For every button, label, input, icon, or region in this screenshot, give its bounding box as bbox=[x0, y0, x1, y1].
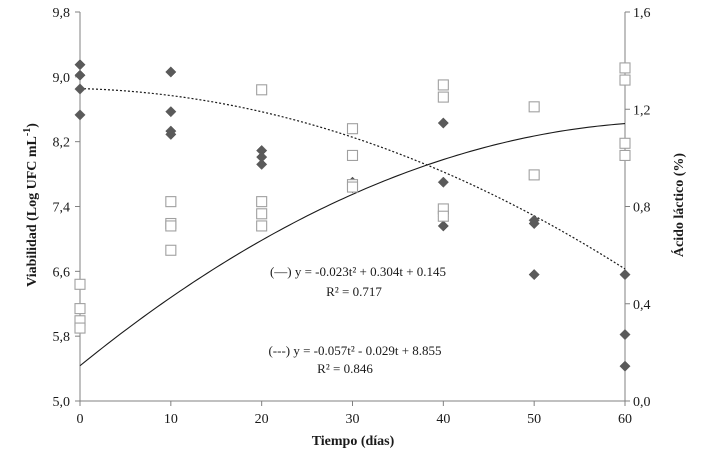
lactic-acid-point bbox=[528, 169, 540, 181]
viability-point bbox=[437, 117, 449, 129]
lactic-acid-point bbox=[619, 62, 631, 74]
viability-point bbox=[619, 328, 631, 341]
lactic-acid-point bbox=[74, 303, 86, 315]
lactic-acid-point bbox=[256, 220, 268, 232]
viability-point bbox=[256, 158, 268, 170]
viability-point bbox=[619, 360, 631, 372]
viability-point bbox=[74, 83, 86, 95]
y-left-axis-title: Viabilidad (Log UFC mL-1) bbox=[22, 123, 40, 287]
viability-point bbox=[165, 106, 177, 118]
y-left-tick-label: 6,6 bbox=[53, 265, 71, 280]
x-tick-label: 60 bbox=[618, 412, 632, 427]
viability-point bbox=[74, 109, 86, 121]
viability-point bbox=[528, 217, 540, 230]
y-left-axis-title-sup: -1 bbox=[22, 128, 33, 136]
viability-point bbox=[437, 176, 449, 188]
viability-point bbox=[437, 220, 449, 232]
tick-labels: 0 10 20 30 40 50 60 5,0 5,8 6,6 7,4 8,2 9,0 9,8 0,0 0,4… bbox=[53, 6, 651, 427]
y-left-axis-title-tail: ) bbox=[25, 123, 40, 128]
y-right-tick-label: 1,6 bbox=[633, 6, 651, 21]
y-right-tick-label: 0,4 bbox=[633, 298, 651, 313]
viability-point bbox=[165, 66, 177, 78]
lactic-acid-point bbox=[165, 220, 177, 232]
dotted-fit-equation: (---) y = -0.057t² - 0.029t + 8.855 bbox=[268, 343, 441, 358]
lactic-acid-point bbox=[74, 322, 86, 334]
y-right-tick-label: 1,2 bbox=[633, 103, 651, 118]
lactic-acid-point bbox=[346, 123, 359, 135]
x-axis-title: Tiempo (días) bbox=[312, 434, 395, 449]
lactic-acid-point bbox=[74, 278, 86, 290]
dotted-fit-r2: R² = 0.846 bbox=[317, 361, 373, 376]
lactic-acid-point bbox=[256, 196, 268, 208]
y-left-axis-title-main: Viabilidad (Log UFC mL bbox=[25, 136, 40, 287]
y-left-tick-label: 5,0 bbox=[53, 395, 71, 410]
data-points bbox=[74, 59, 631, 372]
x-tick-label: 30 bbox=[346, 412, 360, 427]
x-tick-label: 0 bbox=[77, 412, 84, 427]
x-tick-label: 50 bbox=[527, 412, 541, 427]
y-left-tick-label: 9,0 bbox=[53, 71, 71, 86]
viability-point bbox=[528, 269, 540, 281]
lactic-acid-point bbox=[619, 74, 631, 86]
lactic-acid-point bbox=[256, 208, 268, 220]
lactic-acid-point bbox=[165, 196, 177, 208]
solid-fit-equation: (—) y = -0.023t² + 0.304t + 0.145 bbox=[270, 264, 446, 279]
viability-point bbox=[74, 69, 86, 81]
lactic-acid-point bbox=[165, 244, 177, 256]
viability-point bbox=[74, 59, 86, 71]
viability-point bbox=[165, 128, 177, 140]
lactic-acid-point bbox=[346, 149, 359, 161]
lactic-acid-point bbox=[256, 84, 268, 96]
solid-fit-curve bbox=[79, 123, 626, 367]
x-tick-label: 10 bbox=[164, 412, 178, 427]
lactic-acid-point bbox=[437, 91, 449, 103]
x-tick-label: 40 bbox=[436, 412, 450, 427]
lactic-acid-point bbox=[437, 210, 449, 222]
y-left-tick-label: 5,8 bbox=[53, 330, 71, 345]
x-tick-label: 20 bbox=[255, 412, 269, 427]
viability-point bbox=[619, 269, 631, 281]
y-right-tick-label: 0,8 bbox=[633, 201, 651, 216]
y-left-tick-label: 7,4 bbox=[53, 201, 71, 216]
solid-fit-r2: R² = 0.717 bbox=[326, 284, 382, 299]
lactic-acid-point bbox=[619, 149, 631, 161]
y-left-tick-label: 9,8 bbox=[53, 6, 71, 21]
lactic-acid-point bbox=[346, 181, 359, 193]
lactic-acid-point bbox=[619, 137, 631, 149]
y-right-tick-label: 0,0 bbox=[633, 395, 651, 410]
y-right-axis-title: Ácido láctico (%) bbox=[670, 153, 687, 258]
lactic-acid-point bbox=[528, 101, 540, 113]
y-left-tick-label: 8,2 bbox=[53, 136, 71, 151]
lactic-acid-point bbox=[437, 79, 449, 91]
